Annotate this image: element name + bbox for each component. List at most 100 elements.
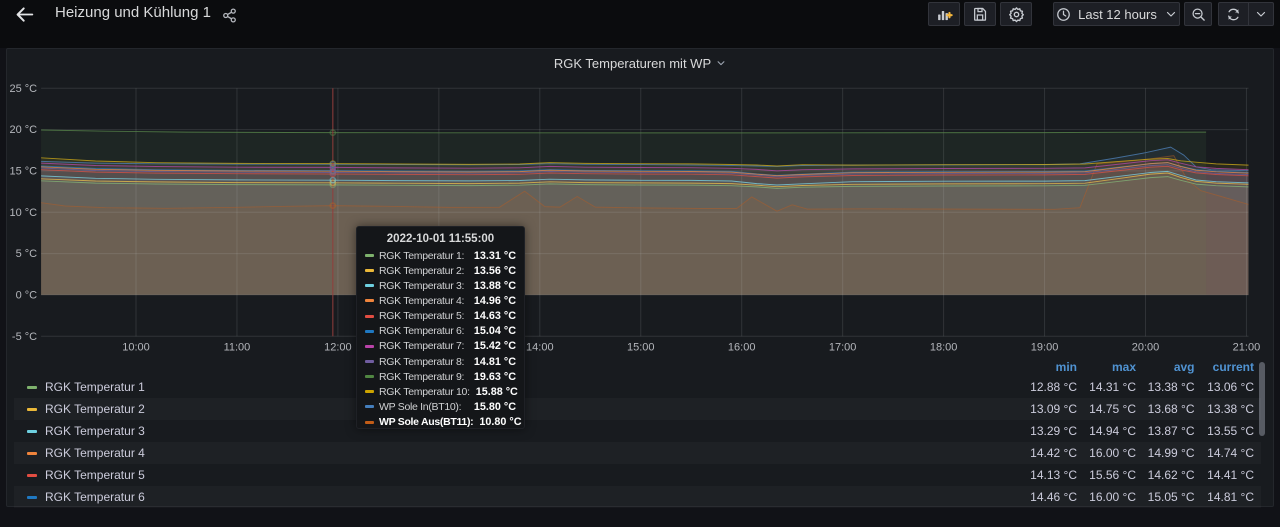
legend-value-current: 13.06 °C — [1207, 380, 1254, 394]
y-axis-label: -5 °C — [12, 331, 37, 343]
series-color-dash-icon — [27, 430, 37, 433]
legend-series-name[interactable]: RGK Temperatur 2 — [45, 402, 145, 416]
panel-menu-caret-icon — [716, 58, 726, 68]
series-color-dash-icon — [27, 496, 37, 499]
back-arrow-button[interactable] — [11, 2, 37, 26]
tooltip-series-value: 15.88 °C — [475, 385, 518, 398]
legend-value-current: 14.81 °C — [1207, 490, 1254, 504]
refresh-dashboard-button[interactable] — [1218, 2, 1249, 26]
tooltip-series-label: WP Sole Aus(BT11): — [379, 416, 474, 429]
legend-series-name[interactable]: RGK Temperatur 3 — [45, 424, 145, 438]
legend-column-header-min[interactable]: min — [1055, 360, 1077, 374]
series-line — [41, 172, 1249, 188]
series-line — [41, 176, 1249, 189]
time-series-chart[interactable]: 25 °C 20 °C 15 °C 10 °C 5 °C 0 °C -5 °C 10:00 11… — [7, 49, 1275, 359]
tooltip-series-row: RGK Temperatur 7: 15.42 °C — [365, 339, 516, 354]
x-axis-label: 17:00 — [829, 342, 857, 354]
add-panel-icon — [937, 10, 953, 20]
legend-value-min: 13.29 °C — [1030, 424, 1077, 438]
tooltip-series-label: RGK Temperatur 8: — [379, 355, 465, 368]
tooltip-series-row: RGK Temperatur 9: 19.63 °C — [365, 369, 516, 384]
legend-row[interactable]: RGK Temperatur 1 12.88 °C 14.31 °C 13.38 °C… — [14, 376, 1261, 398]
series-color-dash-icon — [365, 360, 374, 364]
legend-series-name[interactable]: RGK Temperatur 6 — [45, 490, 145, 504]
tooltip-series-row: RGK Temperatur 8: 14.81 °C — [365, 354, 516, 369]
series-color-dash-icon — [365, 375, 374, 379]
tooltip-series-value: 13.88 °C — [473, 279, 516, 292]
legend-series-name[interactable]: RGK Temperatur 4 — [45, 446, 145, 460]
legend-value-current: 13.55 °C — [1207, 424, 1254, 438]
save-dashboard-button[interactable] — [964, 2, 996, 26]
time-range-picker[interactable]: Last 12 hours — [1053, 2, 1180, 26]
series-color-dash-icon — [365, 344, 374, 348]
chevron-down-icon — [717, 61, 725, 66]
legend-column-header-current[interactable]: current — [1212, 360, 1254, 374]
gear-icon — [1008, 6, 1024, 22]
y-axis-label: 10 °C — [9, 207, 37, 219]
legend-column-header-max[interactable]: max — [1111, 360, 1136, 374]
y-axis-label: 20 °C — [9, 124, 37, 136]
legend-value-avg: 14.62 °C — [1147, 468, 1195, 482]
hover-point — [329, 129, 337, 137]
refresh-icon — [1228, 8, 1239, 20]
series-color-dash-icon — [365, 254, 374, 258]
legend-series-name[interactable]: RGK Temperatur 5 — [45, 468, 145, 482]
save-icon — [974, 7, 987, 21]
chevron-down-icon — [1256, 11, 1266, 17]
legend-value-current: 14.41 °C — [1207, 468, 1254, 482]
tooltip-series-value: 14.81 °C — [473, 355, 516, 368]
series-line — [41, 129, 1207, 134]
tooltip-series-label: RGK Temperatur 2: — [379, 264, 465, 277]
tooltip-series-label: RGK Temperatur 1: — [379, 249, 465, 262]
legend-value-avg: 13.38 °C — [1147, 380, 1195, 394]
legend-value-min: 14.46 °C — [1030, 490, 1077, 504]
share-dashboard-button[interactable] — [218, 4, 240, 26]
clock-icon — [1057, 7, 1070, 21]
legend-value-avg: 13.87 °C — [1147, 424, 1195, 438]
series-color-dash-icon — [27, 408, 37, 411]
legend-header-row: min max avg current — [14, 359, 1261, 376]
series-color-dash-icon — [365, 314, 374, 318]
tooltip-series-label: RGK Temperatur 7: — [379, 340, 465, 353]
series-color-dash-icon — [365, 299, 374, 303]
legend-row[interactable]: RGK Temperatur 2 13.09 °C 14.75 °C 13.68 °C… — [14, 398, 1261, 420]
add-panel-button[interactable] — [928, 2, 960, 26]
legend-value-min: 14.13 °C — [1030, 468, 1077, 482]
tooltip-series-value: 15.42 °C — [473, 340, 516, 353]
legend-value-current: 13.38 °C — [1207, 402, 1254, 416]
series-color-dash-icon — [365, 405, 374, 409]
legend-value-max: 14.94 °C — [1089, 424, 1136, 438]
tooltip-series-label: RGK Temperatur 6: — [379, 325, 465, 338]
zoom-out-time-button[interactable] — [1184, 2, 1212, 26]
legend-scrollbar-thumb[interactable] — [1259, 362, 1265, 436]
series-color-dash-icon — [365, 284, 374, 288]
series-line — [41, 162, 1249, 177]
x-axis-label: 15:00 — [627, 342, 655, 354]
legend-series-name[interactable]: RGK Temperatur 1 — [45, 380, 145, 394]
series-color-dash-icon — [365, 269, 374, 273]
x-axis-label: 16:00 — [728, 342, 756, 354]
legend-row[interactable]: RGK Temperatur 5 14.13 °C 15.56 °C 14.62 °C… — [14, 464, 1261, 486]
y-axis-label: 5 °C — [16, 248, 38, 260]
panel-header[interactable]: RGK Temperaturen mit WP — [7, 49, 1273, 77]
dashboard-settings-button[interactable] — [1000, 2, 1032, 26]
series-color-dash-icon — [365, 329, 374, 333]
time-range-label: Last 12 hours — [1078, 6, 1157, 22]
legend-value-avg: 13.68 °C — [1147, 402, 1195, 416]
tooltip-series-row: RGK Temperatur 5: 14.63 °C — [365, 309, 516, 324]
panel-title: RGK Temperaturen mit WP — [553, 55, 712, 71]
legend-row[interactable]: RGK Temperatur 6 14.46 °C 16.00 °C 15.05 °C… — [14, 486, 1261, 508]
legend-value-min: 12.88 °C — [1030, 380, 1077, 394]
refresh-interval-dropdown[interactable] — [1248, 2, 1274, 26]
x-axis-label: 19:00 — [1031, 342, 1059, 354]
share-icon — [222, 7, 236, 23]
legend-row[interactable]: RGK Temperatur 4 14.42 °C 16.00 °C 14.99 °C… — [14, 442, 1261, 464]
y-axis-label: 0 °C — [16, 290, 38, 302]
hover-point — [329, 176, 337, 184]
legend-column-header-avg[interactable]: avg — [1173, 360, 1195, 374]
chevron-down-icon — [1166, 11, 1175, 17]
tooltip-series-label: RGK Temperatur 9: — [379, 370, 465, 383]
legend-row[interactable]: RGK Temperatur 3 13.29 °C 14.94 °C 13.87 °C… — [14, 420, 1261, 442]
x-axis-label: 10:00 — [122, 342, 150, 354]
series-color-dash-icon — [27, 474, 37, 477]
